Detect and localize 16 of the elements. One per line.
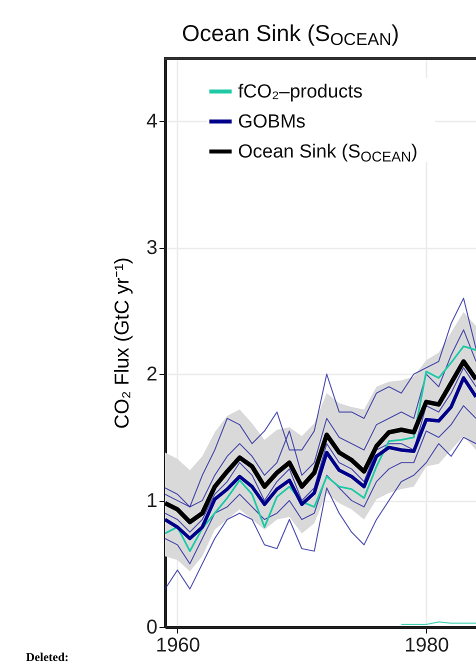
- line-series: [165, 436, 476, 590]
- y-tick-label: 3: [146, 237, 158, 260]
- x-tick-label: 1960: [156, 634, 200, 656]
- legend-label: Ocean Sink (S$_{OCEAN}$): [238, 142, 418, 165]
- y-tick-label: 4: [146, 110, 158, 133]
- line-series: [165, 405, 476, 564]
- x-tick-label: 1980: [404, 634, 449, 656]
- legend-label: GOBMs: [238, 112, 306, 132]
- y-axis-title: CO₂ Flux (GtC yr⁻¹): [111, 257, 134, 429]
- y-tick-label: 1: [146, 490, 158, 512]
- line-series: [165, 345, 476, 552]
- text: Deleted:: [26, 650, 69, 665]
- y-tick-label: 2: [146, 364, 158, 386]
- chart-title: Ocean Sink (S$_{OCEAN}$): [182, 20, 400, 50]
- legend-label: fCO₂–products: [238, 82, 363, 102]
- y-tick-label: 0: [146, 616, 158, 638]
